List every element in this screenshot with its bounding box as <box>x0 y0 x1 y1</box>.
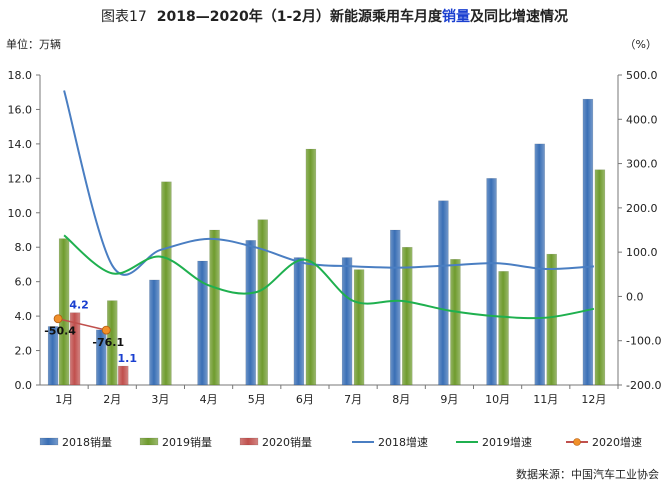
right-tick-label: 100.0 <box>626 246 658 259</box>
legend-marker-2020 <box>573 438 581 446</box>
x-tick-label: 5月 <box>248 393 266 406</box>
x-tick-label: 9月 <box>440 393 458 406</box>
bar-2020 <box>118 365 129 386</box>
line-2019-growth <box>63 234 595 320</box>
bar-2018 <box>293 257 305 386</box>
left-tick-label: 16.0 <box>8 103 33 116</box>
left-tick-label: 18.0 <box>8 69 33 82</box>
bar-2018 <box>486 178 497 386</box>
legend-label: 2020增速 <box>592 435 642 449</box>
bar-2019 <box>58 238 70 386</box>
x-tick-label: 1月 <box>55 393 73 406</box>
bar-2018 <box>149 279 160 386</box>
bar-2018 <box>341 257 353 386</box>
left-tick-label: 12.0 <box>8 172 33 185</box>
left-tick-label: 4.0 <box>15 310 33 323</box>
bar-2019 <box>305 148 317 386</box>
x-tick-label: 8月 <box>392 393 410 406</box>
point-2020-growth <box>53 314 63 324</box>
title-highlight: 销量 <box>442 9 471 25</box>
x-tick-label: 3月 <box>151 393 169 406</box>
right-tick-label: 400.0 <box>626 113 658 126</box>
bar-2020 <box>69 312 81 386</box>
bar-2018 <box>96 329 107 386</box>
left-tick-label: 6.0 <box>15 276 33 289</box>
bar-2019 <box>402 246 413 386</box>
title-main: 2018—2020年（1-2月）新能源乘用车月度 <box>156 9 443 25</box>
bar-2018 <box>534 143 545 386</box>
bar-2019 <box>594 169 606 386</box>
legend-label: 2018销量 <box>62 435 112 449</box>
left-tick-label: 8.0 <box>15 241 33 254</box>
left-tick-label: 0.0 <box>15 379 33 392</box>
right-tick-label: 300.0 <box>626 158 658 171</box>
right-tick-label: -200.0 <box>626 379 661 392</box>
x-tick-label: 2月 <box>103 393 121 406</box>
bar-2019 <box>353 269 365 386</box>
right-axis-unit: （%） <box>624 38 657 51</box>
bar-2019 <box>546 253 557 386</box>
label-2020-sales: 4.2 <box>69 299 89 312</box>
title-tail: 及同比增速情况 <box>470 9 569 25</box>
label-2020-growth: -76.1 <box>92 336 124 349</box>
left-tick-label: 14.0 <box>8 138 33 151</box>
label-2020-sales: 1.1 <box>118 352 138 365</box>
legend-swatch-bar-2018 <box>39 437 59 446</box>
point-2020-growth <box>101 325 111 335</box>
right-tick-label: -100.0 <box>626 335 661 348</box>
bar-2018 <box>47 326 59 386</box>
x-tick-label: 12月 <box>581 393 606 406</box>
bar-2018 <box>582 98 594 386</box>
bar-2019 <box>209 229 220 386</box>
x-tick-label: 7月 <box>344 393 362 406</box>
x-tick-label: 11月 <box>533 393 558 406</box>
x-tick-label: 10月 <box>485 393 510 406</box>
right-tick-label: 0.0 <box>626 290 644 303</box>
bar-2019 <box>161 181 172 386</box>
left-tick-label: 2.0 <box>15 345 33 358</box>
legend-label: 2020销量 <box>262 435 312 449</box>
legend-label: 2018增速 <box>378 435 428 449</box>
legend-swatch-bar-2020 <box>239 437 259 446</box>
right-tick-label: 200.0 <box>626 202 658 215</box>
legend-label: 2019销量 <box>162 435 212 449</box>
bar-2019 <box>498 271 509 386</box>
bar-2018 <box>390 229 401 386</box>
label-2020-growth: -50.4 <box>44 325 76 338</box>
x-tick-label: 6月 <box>296 393 314 406</box>
bar-2019 <box>107 300 118 386</box>
right-tick-label: 500.0 <box>626 69 658 82</box>
bar-2019 <box>257 219 268 386</box>
x-tick-label: 4月 <box>200 393 218 406</box>
figure-number: 图表17 <box>100 9 147 25</box>
legend-label: 2019增速 <box>482 435 532 449</box>
line-2018-growth <box>63 90 594 276</box>
data-source: 数据来源：中国汽车工业协会 <box>516 468 659 481</box>
legend-swatch-bar-2019 <box>139 437 159 446</box>
bar-2018 <box>197 260 208 386</box>
left-axis-unit: 单位：万辆 <box>6 38 61 51</box>
chart-title: 图表17 2018—2020年（1-2月）新能源乘用车月度销量及同比增速情况 <box>0 6 669 26</box>
line-2020-growth <box>57 318 107 331</box>
bar-2019 <box>450 259 461 386</box>
bar-2018 <box>245 240 256 386</box>
left-tick-label: 10.0 <box>8 207 33 220</box>
bar-2018 <box>438 200 449 386</box>
